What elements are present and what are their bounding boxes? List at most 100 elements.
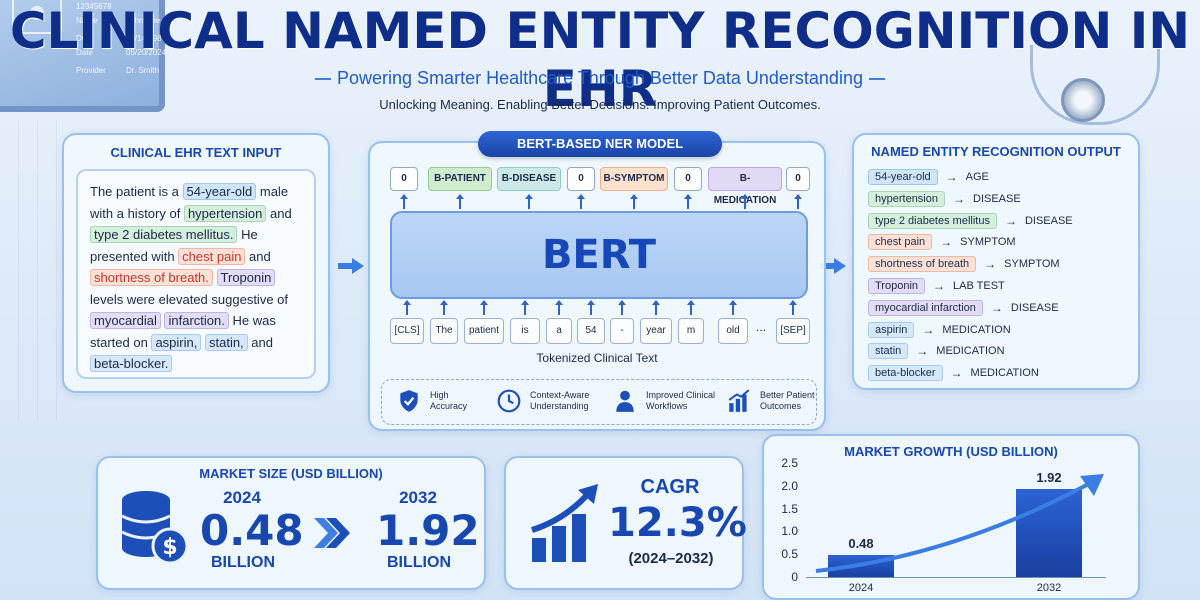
token: [CLS] bbox=[390, 318, 424, 344]
token: 54 bbox=[577, 318, 605, 344]
year-2024: 2024 bbox=[223, 488, 261, 507]
model-panel-title: BERT-BASED NER MODEL bbox=[478, 131, 722, 157]
entity-type: SYMPTOM bbox=[1004, 258, 1060, 271]
value-2032: 1.92 bbox=[376, 506, 480, 555]
entity-symptom: chest pain bbox=[178, 247, 246, 265]
entity-type: DISEASE bbox=[1024, 214, 1073, 227]
ner-output-row: aspirin → MEDICATION bbox=[868, 321, 1011, 339]
entity-type: SYMPTOM bbox=[960, 236, 1016, 249]
benefit-item: High Accuracy bbox=[396, 388, 474, 414]
arrow-up-icon bbox=[618, 300, 626, 315]
arrow-up-icon bbox=[440, 300, 448, 315]
flow-arrow-icon bbox=[820, 258, 846, 274]
token: [SEP] bbox=[776, 318, 810, 344]
arrow-up-icon bbox=[577, 194, 585, 209]
ner-tag: B-MEDICATION bbox=[708, 167, 782, 206]
token: - bbox=[610, 318, 634, 344]
ner-output-row: Troponin → LAB TEST bbox=[868, 277, 1005, 295]
arrow-up-icon bbox=[587, 300, 595, 315]
arrow-right-icon: → bbox=[933, 279, 946, 293]
y-tick-label: 2.5 bbox=[781, 456, 798, 470]
arrow-up-icon bbox=[480, 300, 488, 315]
value-2024: 0.48 bbox=[200, 506, 304, 555]
entity-disease: myocardial bbox=[90, 312, 161, 329]
entity-age: 54-year-old bbox=[182, 183, 257, 200]
arrow-right-icon: → bbox=[953, 191, 965, 206]
y-tick-label: 1.5 bbox=[781, 501, 798, 516]
arrow-up-icon bbox=[687, 300, 695, 315]
ner-output-row: type 2 diabetes mellitus → DISEASE bbox=[868, 212, 1073, 230]
bar-chart-icon bbox=[728, 389, 750, 412]
ner-tag: 0 bbox=[674, 167, 702, 191]
trend-arrow-icon bbox=[815, 474, 1104, 573]
entity-type: DISEASE bbox=[973, 192, 1021, 205]
x-tick-label: 2024 bbox=[848, 582, 874, 594]
arrow-right-icon: → bbox=[945, 170, 958, 184]
year-2032: 2032 bbox=[399, 488, 437, 507]
entity-chip: beta-blocker bbox=[868, 365, 943, 382]
text-span: male with a history of bbox=[90, 184, 289, 221]
text-span: and bbox=[245, 248, 271, 264]
growth-arrow-icon bbox=[531, 484, 598, 562]
arrow-right-icon: → bbox=[916, 344, 929, 359]
benefit-item: Context-Aware Understanding bbox=[496, 388, 596, 414]
entity-disease: infarction. bbox=[164, 312, 229, 329]
text-span: and bbox=[247, 334, 273, 350]
y-tick-label: 1.0 bbox=[781, 524, 798, 539]
arrow-up-icon bbox=[400, 194, 408, 209]
benefit-label: High Accuracy bbox=[430, 390, 468, 411]
token: year bbox=[640, 318, 672, 344]
bert-label: BERT bbox=[541, 232, 657, 278]
ner-output-row: chest pain → SYMPTOM bbox=[868, 233, 1016, 251]
benefit-label: Improved Clinical Workflows bbox=[646, 390, 716, 411]
arrow-up-icon bbox=[456, 194, 464, 209]
entity-chip: statin bbox=[868, 343, 909, 360]
entity-type: MEDICATION bbox=[970, 367, 1039, 380]
arrow-up-icon bbox=[794, 194, 802, 209]
entity-type: MEDICATION bbox=[936, 345, 1005, 358]
token: old bbox=[718, 318, 748, 344]
ner-output-row: beta-blocker → MEDICATION bbox=[868, 364, 1039, 382]
unit-2024: BILLION bbox=[211, 554, 275, 571]
tokens-caption: Tokenized Clinical Text bbox=[536, 351, 658, 365]
person-icon bbox=[616, 390, 634, 412]
ner-tag: B-SYMPTOM bbox=[600, 167, 668, 191]
entity-medication: aspirin, bbox=[151, 333, 202, 351]
entity-disease: hypertension bbox=[183, 204, 267, 222]
token-ellipsis: ... bbox=[756, 320, 767, 334]
flow-arrow-icon bbox=[338, 258, 364, 274]
divider bbox=[868, 78, 885, 81]
ner-output-row: shortness of breath → SYMPTOM bbox=[868, 255, 1060, 273]
text-span: and bbox=[266, 205, 292, 221]
chart-title: MARKET GROWTH (USD BILLION) bbox=[844, 444, 1058, 459]
ner-tag: B-DISEASE bbox=[497, 167, 561, 191]
page-title: CLINICAL NAMED ENTITY RECOGNITION IN EHR bbox=[9, 2, 1191, 118]
arrow-right-icon: → bbox=[940, 235, 953, 250]
circuit-decoration bbox=[0, 120, 60, 420]
page-subtitle: Powering Smarter Healthcare Through Bett… bbox=[0, 68, 1200, 89]
bar-value-label: 1.92 bbox=[1036, 470, 1062, 486]
ner-output-row: myocardial infarction → DISEASE bbox=[868, 299, 1059, 317]
arrow-up-icon bbox=[521, 300, 529, 315]
token: m bbox=[678, 318, 704, 344]
arrow-up-icon bbox=[555, 300, 563, 315]
clock-icon bbox=[497, 389, 521, 413]
bar-value-label: 0.48 bbox=[848, 536, 874, 552]
token: a bbox=[546, 318, 572, 344]
entity-disease: type 2 diabetes mellitus. bbox=[90, 226, 238, 243]
entity-type: LAB TEST bbox=[953, 280, 1005, 292]
entity-chip: 54-year-old bbox=[868, 169, 938, 185]
subtitle-text: Powering Smarter Healthcare Through Bett… bbox=[337, 68, 863, 88]
token: The bbox=[430, 318, 458, 344]
clinical-text: The patient is a 54-year-old male with a… bbox=[76, 169, 316, 379]
ner-output-row: hypertension → DISEASE bbox=[868, 190, 1021, 208]
unit-2032: BILLION bbox=[387, 554, 451, 571]
y-tick-label: 0.5 bbox=[781, 547, 798, 562]
text-span: The patient is a bbox=[90, 184, 183, 199]
benefit-item: Better Patient Outcomes bbox=[726, 388, 818, 414]
cagr-label: CAGR bbox=[640, 476, 700, 498]
arrow-up-icon bbox=[652, 300, 660, 315]
entity-chip: aspirin bbox=[868, 321, 915, 338]
x-tick-label: 2032 bbox=[1036, 582, 1062, 594]
benefit-item: Improved Clinical Workflows bbox=[612, 388, 722, 414]
